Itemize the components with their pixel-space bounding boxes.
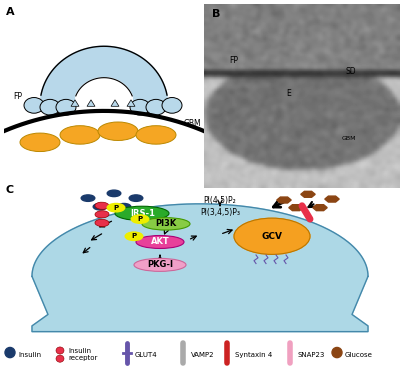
Ellipse shape [40, 100, 60, 115]
Text: PI(3,4,5)P₃: PI(3,4,5)P₃ [200, 208, 240, 217]
Text: IRS-1: IRS-1 [131, 209, 156, 218]
Text: E: E [113, 129, 119, 138]
Ellipse shape [136, 126, 176, 144]
Polygon shape [289, 205, 303, 211]
Circle shape [131, 215, 149, 223]
Text: P: P [138, 216, 142, 222]
Ellipse shape [24, 98, 44, 113]
Polygon shape [76, 78, 132, 105]
Text: PKG-I: PKG-I [147, 261, 173, 270]
Ellipse shape [95, 211, 109, 218]
Polygon shape [277, 197, 291, 203]
Ellipse shape [20, 133, 60, 152]
Polygon shape [313, 205, 327, 211]
Polygon shape [127, 100, 135, 106]
Text: P: P [114, 205, 118, 211]
Ellipse shape [136, 236, 184, 248]
Circle shape [107, 204, 125, 212]
Text: Glucose: Glucose [345, 352, 373, 357]
Polygon shape [111, 100, 119, 106]
Text: C: C [6, 185, 14, 195]
Text: Insulin: Insulin [18, 352, 41, 357]
Circle shape [81, 195, 95, 201]
Circle shape [93, 204, 107, 210]
Circle shape [234, 218, 310, 254]
Ellipse shape [95, 202, 109, 209]
Text: FP: FP [14, 92, 22, 101]
Text: SD: SD [345, 67, 356, 76]
Text: VAMP2: VAMP2 [191, 352, 214, 357]
Text: GBM: GBM [184, 120, 202, 128]
Circle shape [125, 232, 143, 241]
Text: SNAP23: SNAP23 [298, 352, 325, 357]
Polygon shape [32, 204, 368, 332]
Ellipse shape [134, 258, 186, 271]
Circle shape [332, 348, 342, 358]
Text: B: B [212, 9, 220, 19]
Circle shape [129, 195, 143, 201]
Text: Syntaxin 4: Syntaxin 4 [235, 352, 272, 357]
Text: SD: SD [117, 64, 151, 96]
Ellipse shape [162, 98, 182, 113]
Polygon shape [325, 196, 339, 202]
Ellipse shape [98, 122, 138, 141]
Ellipse shape [130, 100, 150, 115]
Polygon shape [41, 46, 167, 105]
Text: Insulin
receptor: Insulin receptor [68, 348, 97, 361]
Ellipse shape [60, 126, 100, 144]
Text: GBM: GBM [341, 136, 356, 141]
Text: E: E [286, 89, 291, 98]
Ellipse shape [146, 100, 166, 115]
Polygon shape [71, 100, 79, 106]
Polygon shape [87, 100, 95, 106]
Ellipse shape [56, 355, 64, 362]
Text: GLUT4: GLUT4 [135, 352, 158, 357]
Circle shape [5, 348, 15, 358]
Text: AKT: AKT [151, 238, 169, 247]
Ellipse shape [115, 206, 169, 221]
Ellipse shape [56, 100, 76, 115]
Ellipse shape [56, 347, 64, 354]
Ellipse shape [95, 219, 109, 227]
Polygon shape [301, 192, 315, 197]
Text: PI3K: PI3K [155, 219, 177, 228]
Ellipse shape [142, 218, 190, 230]
Text: A: A [6, 8, 15, 17]
Text: FP: FP [230, 56, 238, 65]
Text: P: P [132, 233, 136, 239]
Circle shape [117, 204, 131, 210]
Text: PI(4,5)P₂: PI(4,5)P₂ [204, 196, 236, 205]
Text: GCV: GCV [262, 232, 282, 241]
Circle shape [107, 190, 121, 196]
